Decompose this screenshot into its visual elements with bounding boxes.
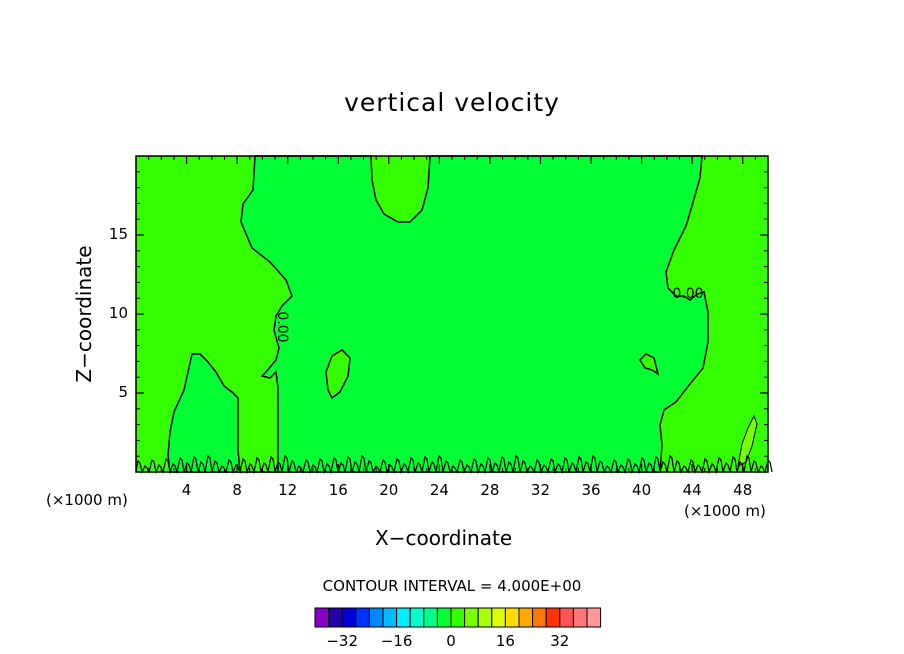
x-unit-label-left: (×1000 m)	[46, 491, 128, 509]
colorbar-swatch	[409, 607, 425, 628]
x-tick-label: 20	[379, 481, 399, 499]
x-tick-label: 28	[480, 481, 500, 499]
y-tick-label: 15	[108, 225, 128, 243]
colorbar-swatch	[518, 607, 534, 628]
bottom-contours	[135, 454, 773, 475]
colorbar-swatch	[396, 607, 411, 628]
colorbar-swatch	[423, 607, 438, 628]
chart-title: vertical velocity	[344, 88, 560, 117]
colorbar-swatch	[368, 607, 384, 628]
contour-interval-label: CONTOUR INTERVAL = 4.000E+00	[322, 577, 582, 595]
colorbar-swatch	[450, 607, 466, 628]
colorbar-swatch	[586, 607, 602, 628]
colorbar-tick-label: −32	[326, 632, 359, 650]
x-tick-label: 44	[682, 481, 702, 499]
colorbar-swatch	[464, 607, 479, 628]
colorbar-swatch	[341, 607, 357, 628]
colorbar-swatch	[355, 607, 370, 628]
contour-label: 0.00	[274, 311, 290, 342]
y-tick-label: 10	[108, 304, 128, 322]
positive-blob	[325, 349, 351, 400]
colorbar-tick-label: 32	[550, 632, 570, 650]
x-tick-label: 8	[232, 481, 242, 499]
colorbar-swatch	[436, 607, 452, 628]
negative-region	[167, 155, 709, 473]
strong-positive-region	[737, 414, 758, 467]
x-tick-label: 32	[530, 481, 551, 499]
x-axis-label: X−coordinate	[375, 526, 513, 550]
x-unit-label-right: (×1000 m)	[684, 502, 766, 520]
colorbar-swatch	[532, 607, 547, 628]
positive-blob	[639, 353, 660, 376]
x-tick-label: 4	[181, 481, 192, 499]
y-tick-label: 5	[118, 383, 128, 401]
contour-label: 0.00	[672, 286, 703, 302]
colorbar-swatch	[559, 607, 574, 628]
x-tick-label: 24	[429, 481, 449, 499]
colorbar-swatch	[504, 607, 520, 628]
colorbar-tick-label: 16	[495, 632, 515, 650]
colorbar-tick-label: −16	[380, 632, 413, 650]
colorbar-swatch	[314, 607, 330, 628]
x-tick-label: 40	[632, 481, 652, 499]
colorbar-swatch	[328, 607, 343, 628]
x-tick-label: 36	[581, 481, 601, 499]
x-tick-label: 12	[278, 481, 298, 499]
colorbar-swatch	[491, 607, 506, 628]
colorbar-swatch	[545, 607, 561, 628]
y-axis-label: Z−coordinate	[72, 245, 96, 383]
colorbar-swatch	[572, 607, 588, 628]
colorbar-swatch	[382, 607, 398, 628]
colorbar-tick-label: 0	[446, 632, 456, 650]
x-tick-label: 16	[328, 481, 348, 499]
x-tick-label: 48	[733, 481, 753, 499]
colorbar-swatch	[477, 607, 493, 628]
